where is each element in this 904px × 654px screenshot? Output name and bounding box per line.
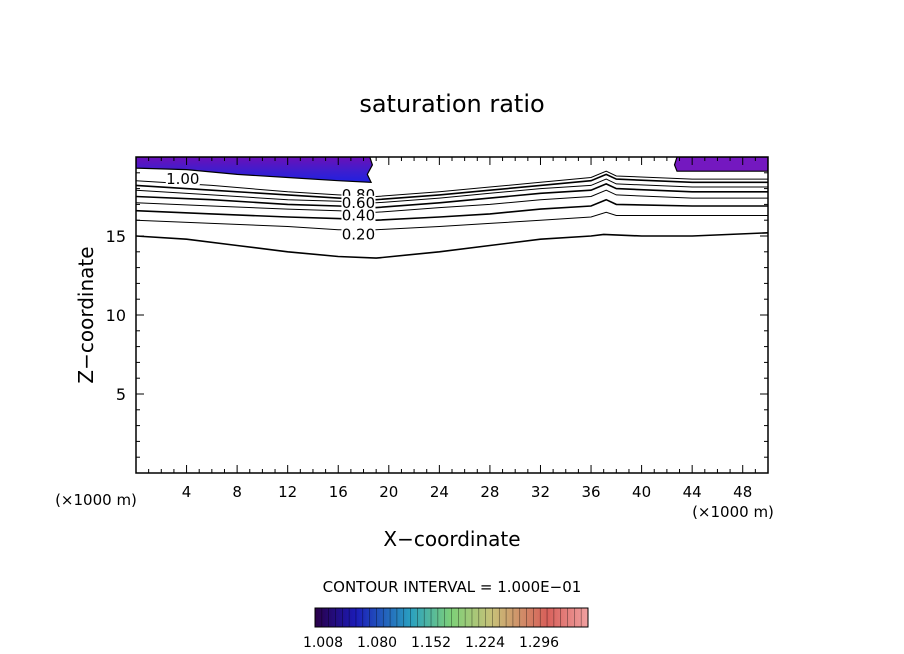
contour-label-bg bbox=[165, 172, 200, 186]
x-unit-left-label: (×1000 m) bbox=[55, 491, 137, 509]
contour-line-0-6 bbox=[136, 183, 768, 209]
x-tick-label: 8 bbox=[232, 483, 242, 501]
colorbar-tick-label: 1.152 bbox=[411, 635, 451, 651]
y-tick-label: 5 bbox=[116, 385, 126, 404]
filled-region-right bbox=[673, 157, 768, 172]
contour-label-bg bbox=[341, 195, 376, 209]
y-axis-label: Z−coordinate bbox=[74, 246, 98, 383]
contour-labels: 1.000.800.600.400.20 bbox=[165, 170, 376, 243]
contour-lines bbox=[136, 170, 768, 259]
filled-contour-regions bbox=[136, 157, 768, 183]
contour-line-0-4 bbox=[136, 198, 768, 222]
contour-line-0-2 bbox=[136, 232, 768, 259]
x-tick-label: 40 bbox=[632, 483, 651, 501]
contour-interval-text: CONTOUR INTERVAL = 1.000E−01 bbox=[323, 578, 582, 596]
x-tick-label: 4 bbox=[182, 483, 192, 501]
colorbar-bands bbox=[321, 608, 582, 627]
x-tick-label: 16 bbox=[329, 483, 348, 501]
colorbar-tick-label: 1.296 bbox=[519, 635, 559, 651]
contour-label-bg bbox=[341, 227, 376, 241]
chart-title: saturation ratio bbox=[359, 90, 544, 118]
x-axis-ticks: 4 8 12 16 20 24 28 32 36 40 44 48 bbox=[148, 157, 756, 501]
filled-region-left bbox=[136, 157, 374, 183]
x-axis-label: X−coordinate bbox=[383, 527, 520, 551]
colorbar-tick-label: 1.008 bbox=[303, 635, 343, 651]
colorbar-tick-label: 1.224 bbox=[465, 635, 505, 651]
x-tick-label: 24 bbox=[430, 483, 449, 501]
y-tick-label: 15 bbox=[106, 227, 126, 246]
contour-label: 1.00 bbox=[166, 170, 199, 188]
contour-line-0-3 bbox=[136, 211, 768, 231]
contour-label-bg bbox=[341, 208, 376, 222]
x-tick-label: 48 bbox=[733, 483, 752, 501]
contour-label: 0.40 bbox=[342, 206, 375, 224]
x-unit-right-label: (×1000 m) bbox=[692, 503, 774, 521]
y-tick-label: 10 bbox=[106, 306, 126, 325]
plot-frame bbox=[135, 156, 769, 474]
contour-label: 0.60 bbox=[342, 194, 375, 212]
colorbar-tick-label: 1.080 bbox=[357, 635, 397, 651]
colorbar-labels: 1.008 1.080 1.152 1.224 1.296 bbox=[303, 635, 559, 651]
x-tick-label: 44 bbox=[683, 483, 702, 501]
x-tick-label: 20 bbox=[379, 483, 398, 501]
x-tick-label: 36 bbox=[581, 483, 600, 501]
y-axis-ticks: 5 10 15 bbox=[106, 172, 768, 458]
contour-line-0-9 bbox=[136, 170, 768, 198]
contour-line-0-8 bbox=[136, 173, 768, 201]
x-tick-label: 12 bbox=[278, 483, 297, 501]
contour-label: 0.20 bbox=[342, 225, 375, 243]
x-tick-label: 28 bbox=[480, 483, 499, 501]
contour-line-0-7 bbox=[136, 178, 768, 204]
contour-line-0-5 bbox=[136, 189, 768, 213]
x-tick-label: 32 bbox=[531, 483, 550, 501]
